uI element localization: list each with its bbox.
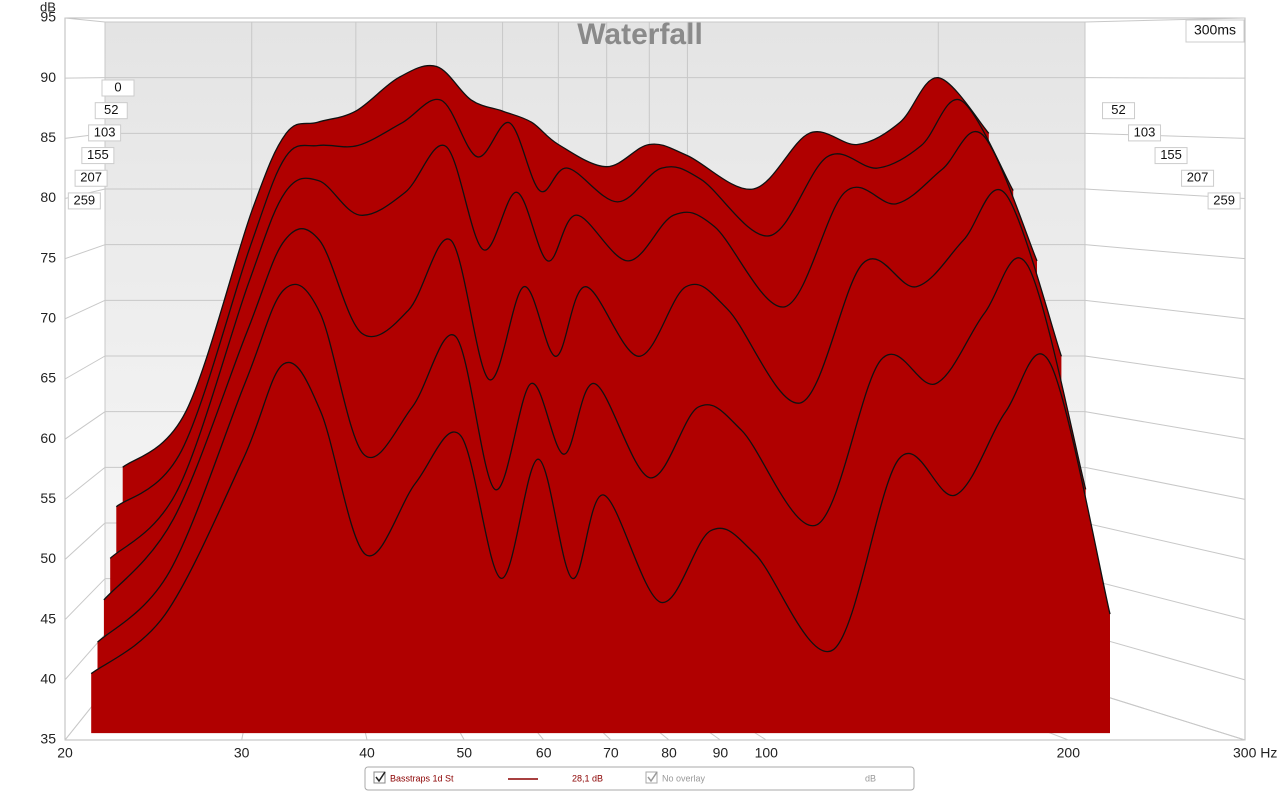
time-end-box xyxy=(1185,19,1245,43)
time-label: 103 xyxy=(1134,124,1156,139)
time-label: 259 xyxy=(73,192,95,207)
grid-line xyxy=(1084,77,1246,79)
x-tick-label: 100 xyxy=(755,745,779,761)
y-tick-label: 40 xyxy=(40,671,56,687)
x-tick-label: 20 xyxy=(57,745,73,761)
y-tick-label: 95 xyxy=(40,9,56,25)
grid-line xyxy=(1084,689,1246,741)
time-end-label: 300ms xyxy=(1194,22,1236,38)
x-tick-label: 30 xyxy=(234,745,250,761)
checkbox[interactable] xyxy=(373,771,386,784)
time-label-box xyxy=(81,147,115,165)
time-label-box xyxy=(1128,124,1162,142)
y-tick-label: 80 xyxy=(40,189,56,205)
time-label-box xyxy=(88,124,122,142)
grid-line xyxy=(1084,355,1246,380)
time-label: 0 xyxy=(114,79,121,94)
y-tick-label: 60 xyxy=(40,430,56,446)
y-tick-label: 50 xyxy=(40,550,56,566)
y-tick-label: 70 xyxy=(40,310,56,326)
time-label: 155 xyxy=(87,147,109,162)
time-label: 207 xyxy=(1187,170,1209,185)
time-label-box xyxy=(1154,147,1188,165)
y-tick-label: 75 xyxy=(40,249,56,265)
y-tick-label: 90 xyxy=(40,69,56,85)
x-tick-label: 200 xyxy=(1057,745,1081,761)
x-tick-label: 300 Hz xyxy=(1233,745,1277,761)
grid-line xyxy=(64,411,106,440)
time-label: 103 xyxy=(94,124,116,139)
grid-line xyxy=(1084,299,1246,320)
chart-title: Waterfall xyxy=(577,18,703,51)
time-label-box xyxy=(1102,102,1136,120)
labels: 35 40 45 50 55 60 65 70 75 80 85 90 95 20 30 40 50 60 70 80… xyxy=(40,9,1277,761)
time-label-box xyxy=(101,79,135,97)
x-tick-label: 80 xyxy=(661,745,677,761)
grid-line xyxy=(64,17,106,23)
slice-line xyxy=(122,64,990,468)
x-tick-label: 60 xyxy=(536,745,552,761)
grid-line xyxy=(1084,132,1246,139)
slice-fill xyxy=(91,353,1110,734)
y-tick-label: 65 xyxy=(40,370,56,386)
legend: Basstraps 1d St 28,1 dB No overlay dB xyxy=(364,766,915,791)
grid-line xyxy=(1084,244,1246,260)
y-tick-label: 35 xyxy=(40,731,56,747)
time-label-box xyxy=(1181,169,1215,187)
time-label-box xyxy=(74,169,108,187)
time-label-box xyxy=(67,192,101,210)
time-label: 52 xyxy=(104,102,118,117)
time-label: 207 xyxy=(80,170,102,185)
grid-line xyxy=(1084,522,1246,560)
grid-line xyxy=(64,522,106,560)
slice-line xyxy=(97,257,1087,643)
grid-line xyxy=(1084,466,1246,500)
grid-line xyxy=(64,77,106,79)
x-tick-label: 90 xyxy=(713,745,729,761)
grid-line xyxy=(1084,17,1246,23)
grid-line xyxy=(64,578,106,621)
y-tick-label: 85 xyxy=(40,129,56,145)
time-label-box xyxy=(1207,192,1241,210)
time-label: 52 xyxy=(1111,102,1125,117)
grid-line xyxy=(1084,411,1246,440)
legend-level: 28,1 dB xyxy=(572,773,603,783)
slice-line xyxy=(90,353,1111,675)
legend-box xyxy=(364,766,915,791)
grid-line xyxy=(64,244,106,260)
y-tick-label: 45 xyxy=(40,610,56,626)
y-tick-label: 55 xyxy=(40,490,56,506)
legend-overlay: No overlay xyxy=(662,773,706,783)
y-axis-unit: dB xyxy=(40,0,56,14)
check xyxy=(647,771,658,783)
grid-line xyxy=(64,355,106,380)
slice-line xyxy=(103,189,1063,601)
grid-line xyxy=(64,299,106,320)
time-label-box xyxy=(94,102,128,120)
x-tick-label: 50 xyxy=(456,745,472,761)
legend-name: Basstraps 1d St xyxy=(390,773,454,783)
time-label: 155 xyxy=(1160,147,1182,162)
time-label: 259 xyxy=(1213,192,1235,207)
slices xyxy=(90,64,1111,734)
x-tick-label: 70 xyxy=(603,745,619,761)
x-tick-label: 40 xyxy=(359,745,375,761)
slice-line xyxy=(115,98,1014,508)
legend-unit: dB xyxy=(865,773,876,783)
grid-line xyxy=(1084,578,1246,621)
grid-line xyxy=(64,466,106,500)
slice-line xyxy=(109,131,1038,559)
grid-line xyxy=(1084,633,1246,681)
checkbox[interactable] xyxy=(645,771,658,784)
check xyxy=(375,771,386,783)
